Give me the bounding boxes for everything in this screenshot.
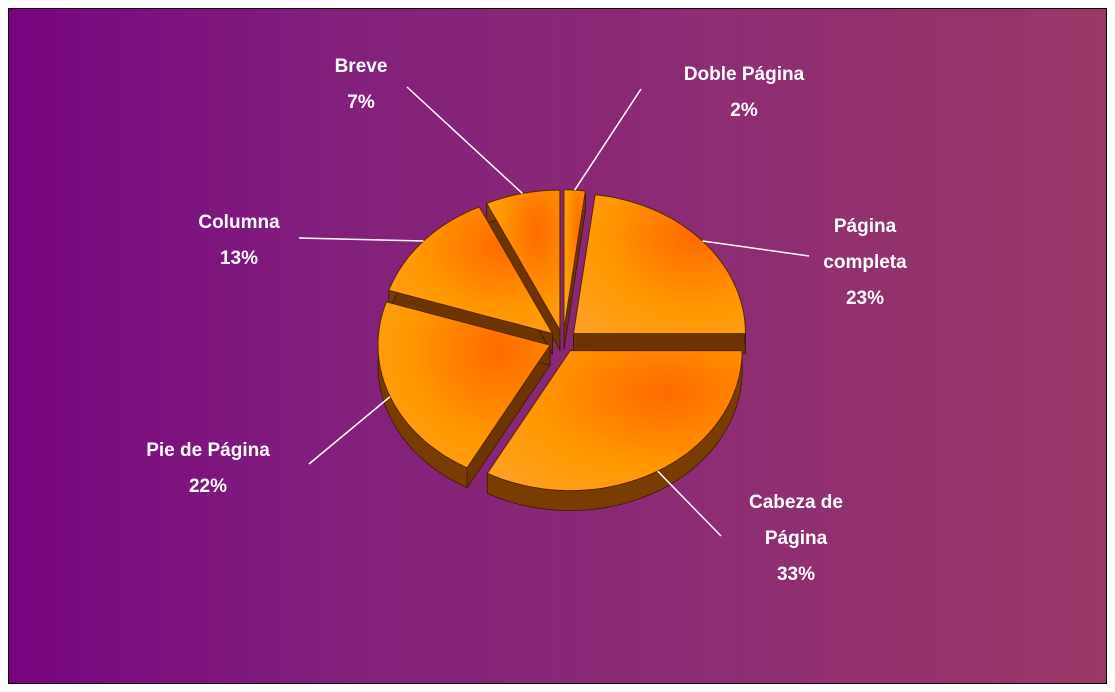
category-label: Cabeza de Página	[749, 492, 843, 549]
slice	[486, 350, 743, 492]
leader-line	[298, 237, 424, 242]
slice	[572, 194, 747, 355]
leader-line	[406, 86, 523, 194]
pie-area	[298, 86, 810, 537]
category-label: Página completa	[823, 216, 907, 273]
leader-line	[308, 396, 391, 465]
category-label: Breve	[334, 56, 388, 77]
slice	[377, 301, 551, 469]
data-label: Doble Página 2%	[624, 57, 864, 129]
leader-line	[702, 240, 810, 257]
category-label: Columna	[198, 212, 280, 233]
data-label: Breve 7%	[241, 49, 481, 121]
slice	[377, 301, 551, 490]
value-label: 23%	[845, 288, 885, 309]
slice	[388, 206, 554, 335]
leader-line	[657, 470, 722, 537]
category-label: Doble Página	[683, 64, 805, 85]
data-label: Cabeza de Página 33%	[721, 485, 871, 593]
category-label: Pie de Página	[146, 440, 270, 461]
value-label: 22%	[188, 476, 228, 497]
leader-line	[574, 88, 642, 191]
slice	[485, 189, 561, 352]
value-label: 13%	[219, 248, 259, 269]
chart: Doble Página 2% Página completa 23% Cabeza d…	[8, 8, 1107, 684]
value-label: 33%	[776, 564, 816, 585]
slice	[572, 194, 747, 335]
value-label: 2%	[730, 100, 758, 121]
slice	[563, 189, 586, 350]
data-label: Columna 13%	[119, 205, 359, 277]
data-label: Pie de Página 22%	[88, 433, 328, 505]
data-label: Página completa 23%	[790, 209, 940, 317]
slice	[486, 349, 743, 512]
value-label: 7%	[347, 92, 375, 113]
